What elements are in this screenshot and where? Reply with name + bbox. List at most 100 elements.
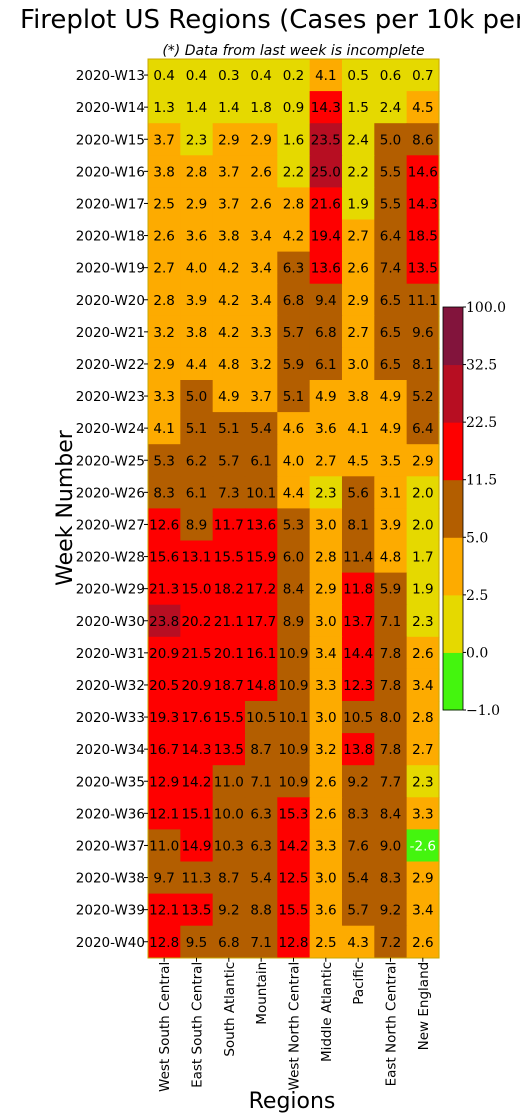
heatmap-cell bbox=[277, 668, 311, 702]
heatmap-cell bbox=[374, 123, 408, 156]
heatmap-cell bbox=[309, 251, 343, 285]
heatmap-cell bbox=[180, 797, 214, 830]
y-tick-label: 2020-W18 bbox=[76, 229, 145, 245]
heatmap-cell-label: 2.6 bbox=[250, 164, 271, 180]
heatmap-cell bbox=[212, 765, 246, 798]
y-tick-label: 2020-W13 bbox=[76, 68, 145, 84]
heatmap-cell bbox=[277, 508, 311, 542]
heatmap-cell bbox=[374, 155, 408, 188]
heatmap-cell-label: 2.9 bbox=[250, 132, 271, 148]
heatmap-cell-label: 3.0 bbox=[315, 614, 336, 630]
heatmap-cell bbox=[309, 572, 343, 606]
heatmap-cell-label: 10.9 bbox=[278, 646, 308, 662]
heatmap-cell bbox=[148, 251, 181, 285]
colorbar: −1.0 0.0 2.5 5.0 11.5 22.5 32.5 100.0 bbox=[442, 300, 506, 719]
heatmap-cell bbox=[148, 765, 181, 798]
heatmap-cell bbox=[341, 668, 375, 702]
heatmap-cell bbox=[212, 444, 246, 477]
heatmap-cell-label: 4.2 bbox=[218, 293, 239, 309]
heatmap-cell-label: 9.2 bbox=[380, 903, 401, 919]
colorbar-segment bbox=[443, 537, 463, 596]
heatmap-cell bbox=[244, 604, 278, 638]
heatmap-cell-label: 9.0 bbox=[380, 838, 401, 854]
y-tick-label: 2020-W20 bbox=[76, 293, 145, 309]
heatmap-cell-label: 8.3 bbox=[347, 806, 368, 822]
heatmap-cell-label: 3.0 bbox=[315, 517, 336, 533]
heatmap-cell-label: 3.1 bbox=[380, 485, 401, 501]
heatmap-cell-label: 2.9 bbox=[412, 871, 433, 887]
heatmap-cell-label: 8.9 bbox=[186, 517, 207, 533]
heatmap-cell bbox=[406, 380, 440, 413]
heatmap-cell bbox=[212, 508, 246, 542]
heatmap-cell bbox=[309, 829, 343, 863]
heatmap-cell bbox=[309, 187, 343, 221]
heatmap-cell bbox=[406, 123, 440, 156]
heatmap-cell-label: 14.9 bbox=[181, 838, 211, 854]
heatmap-cell bbox=[244, 668, 278, 702]
heatmap-cell-label: 3.7 bbox=[250, 389, 271, 405]
heatmap-cell bbox=[148, 893, 181, 927]
heatmap-cell-label: 2.6 bbox=[250, 196, 271, 212]
heatmap-cell-label: 11.1 bbox=[408, 293, 438, 309]
heatmap-cell-label: 4.9 bbox=[218, 389, 239, 405]
heatmap-cell-label: 5.0 bbox=[186, 389, 207, 405]
heatmap-cell bbox=[341, 508, 375, 542]
heatmap-cell bbox=[309, 219, 343, 253]
heatmap-cell-label: 14.4 bbox=[343, 646, 373, 662]
heatmap-cell bbox=[406, 187, 440, 221]
heatmap-cell bbox=[244, 219, 278, 253]
y-tick-label: 2020-W23 bbox=[76, 389, 145, 405]
heatmap-cell-label: 3.9 bbox=[380, 517, 401, 533]
y-tick-label: 2020-W28 bbox=[76, 550, 145, 566]
heatmap-cell-label: 2.9 bbox=[153, 357, 174, 373]
x-tick-label: Middle Atlantic bbox=[319, 962, 335, 1062]
heatmap-cell bbox=[244, 187, 278, 221]
heatmap-cell bbox=[277, 283, 311, 317]
heatmap-cell-label: 2.6 bbox=[347, 261, 368, 277]
heatmap-cell bbox=[277, 797, 311, 830]
heatmap-cell bbox=[148, 59, 181, 92]
heatmap-cell-label: 2.0 bbox=[412, 517, 433, 533]
heatmap-cell-label: 1.5 bbox=[347, 100, 368, 116]
heatmap-cell bbox=[341, 540, 375, 574]
heatmap-cell-label: 23.8 bbox=[149, 614, 179, 630]
heatmap-cell-label: 6.1 bbox=[315, 357, 336, 373]
heatmap-cell bbox=[180, 123, 214, 156]
heatmap-cell-label: 10.1 bbox=[246, 485, 276, 501]
heatmap-cell bbox=[277, 701, 311, 734]
heatmap-cell-label: 4.6 bbox=[283, 421, 304, 437]
heatmap-cell bbox=[212, 829, 246, 863]
heatmap-cell-label: 5.1 bbox=[186, 421, 207, 437]
colorbar-tick-label: 100.0 bbox=[466, 300, 506, 316]
heatmap-cell-label: 16.1 bbox=[246, 646, 276, 662]
heatmap-cell-label: 3.3 bbox=[412, 806, 433, 822]
heatmap-cell bbox=[374, 636, 408, 670]
heatmap-cell bbox=[277, 251, 311, 285]
heatmap-cell-label: 12.1 bbox=[149, 806, 179, 822]
heatmap-cell bbox=[374, 925, 408, 959]
heatmap-cell bbox=[180, 155, 214, 188]
heatmap-cell-label: 2.2 bbox=[347, 164, 368, 180]
heatmap-cell bbox=[309, 59, 343, 92]
y-tick-label: 2020-W31 bbox=[76, 646, 145, 662]
heatmap-cell-label: 5.9 bbox=[380, 582, 401, 598]
heatmap-cell bbox=[406, 315, 440, 349]
heatmap-cell bbox=[244, 893, 278, 927]
heatmap-cell-label: 15.5 bbox=[214, 550, 244, 566]
heatmap-cell-label: 6.4 bbox=[412, 421, 433, 437]
heatmap-cell-label: 6.4 bbox=[380, 229, 401, 245]
heatmap-cell-label: 8.7 bbox=[218, 871, 239, 887]
y-tick-label: 2020-W35 bbox=[76, 774, 145, 790]
heatmap-cell bbox=[244, 476, 278, 509]
heatmap-cell bbox=[374, 540, 408, 574]
heatmap-cell bbox=[309, 668, 343, 702]
heatmap-cell bbox=[148, 797, 181, 830]
colorbar-segment bbox=[443, 652, 463, 711]
heatmap-cell bbox=[309, 444, 343, 477]
heatmap-cell-label: 3.4 bbox=[412, 903, 433, 919]
heatmap-cell-label: 20.2 bbox=[181, 614, 211, 630]
heatmap-cell bbox=[374, 91, 408, 124]
heatmap-cell bbox=[341, 925, 375, 959]
heatmap-cell bbox=[212, 925, 246, 959]
heatmap-cell-label: 3.9 bbox=[186, 293, 207, 309]
